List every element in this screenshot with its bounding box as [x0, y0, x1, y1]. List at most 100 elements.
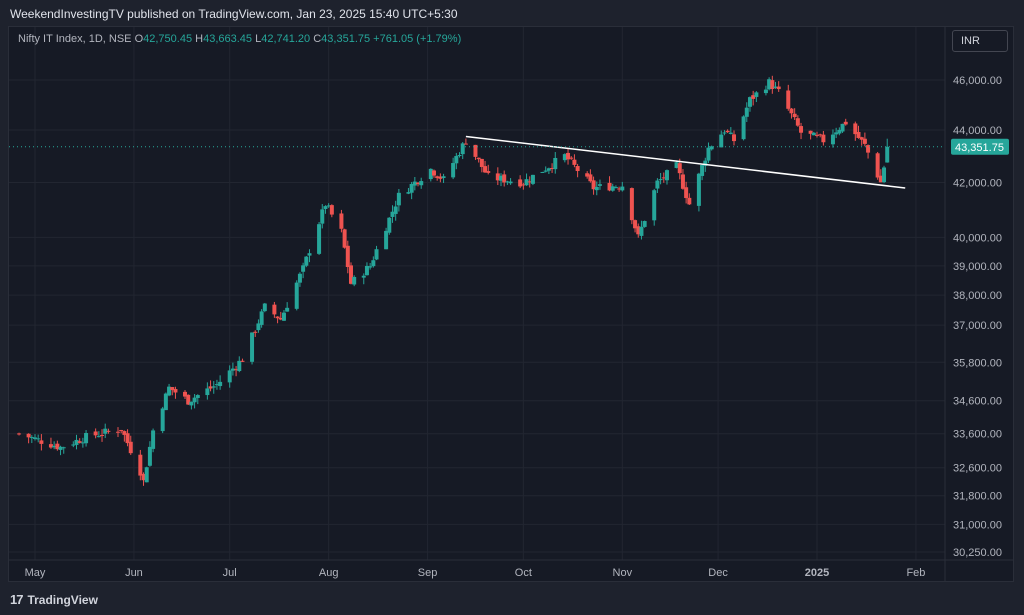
currency-button[interactable]: INR — [952, 30, 1008, 52]
candle-body — [664, 170, 669, 181]
candle-body — [591, 180, 596, 190]
candle-body — [119, 429, 124, 431]
candle-body — [703, 160, 708, 166]
chart-panel[interactable]: 46,000.00 44,000.00 42,000.00 40,000.00 39,0… — [8, 26, 1014, 582]
candle-body — [629, 188, 634, 221]
candle-body — [655, 180, 660, 189]
candle-body — [709, 146, 714, 150]
candle-body — [208, 386, 213, 389]
candle-body — [674, 162, 679, 168]
candle-body — [543, 170, 548, 172]
candle-body — [725, 130, 730, 133]
tradingview-logo[interactable]: 17 TradingView — [10, 592, 98, 607]
candle-body — [128, 441, 133, 454]
candle-body — [620, 186, 625, 191]
candle-body — [262, 303, 267, 312]
open-label: O — [134, 33, 144, 45]
candle-body — [281, 312, 286, 321]
candle-body — [633, 220, 638, 229]
candle-body — [173, 389, 178, 393]
candle-body — [495, 173, 500, 181]
candle-body — [125, 433, 130, 444]
candle-body — [530, 174, 535, 184]
candle-body — [767, 79, 772, 90]
price-chart[interactable]: 46,000.00 44,000.00 42,000.00 40,000.00 39,0… — [9, 27, 1013, 581]
x-tick-label: Jul — [223, 567, 237, 579]
candle-body — [607, 182, 612, 191]
y-tick-label: 46,000.00 — [953, 75, 1002, 87]
x-tick-label: Oct — [515, 567, 532, 579]
x-tick-label: May — [25, 567, 46, 579]
candle-body — [48, 444, 53, 448]
candle-body — [170, 387, 175, 391]
candle-body — [52, 445, 57, 448]
close-label: C — [313, 33, 322, 45]
x-tick-label: Sep — [418, 567, 438, 579]
candle-body — [642, 221, 647, 227]
tradingview-logo-icon: 17 — [10, 592, 24, 607]
candle-body — [285, 307, 290, 312]
candle-body — [147, 446, 152, 466]
candle-body — [364, 265, 369, 276]
candle-body — [818, 134, 823, 136]
candle-body — [840, 123, 845, 132]
candle-body — [438, 176, 443, 179]
candle-body — [406, 192, 411, 194]
candle-body — [361, 275, 366, 278]
trendline — [465, 135, 906, 189]
candle-body — [74, 439, 79, 445]
candle-body — [39, 440, 44, 444]
candle-body — [393, 206, 398, 214]
candle-body — [885, 146, 890, 163]
candle-body — [189, 401, 194, 406]
candle-body — [96, 436, 101, 438]
candle-body — [834, 132, 839, 135]
y-tick-label: 31,800.00 — [953, 491, 1002, 503]
candle-body — [763, 89, 768, 94]
tradingview-logo-text: TradingView — [27, 592, 98, 607]
candle-body — [329, 205, 334, 215]
candle-body — [799, 126, 804, 133]
candle-body — [540, 171, 545, 173]
candle-body — [272, 304, 277, 315]
y-tick-label: 30,250.00 — [953, 547, 1002, 559]
candle-body — [29, 437, 34, 439]
candle-body — [770, 80, 775, 89]
candle-body — [815, 134, 819, 136]
candle-body — [428, 168, 433, 180]
candle-body — [211, 386, 216, 388]
candle-body — [585, 173, 590, 177]
candle-body — [230, 368, 235, 371]
candle-body — [144, 467, 149, 483]
candle-body — [416, 182, 421, 185]
candle-body — [486, 171, 491, 173]
candle-body — [348, 265, 353, 284]
y-tick-label: 32,600.00 — [953, 463, 1002, 475]
candle-body — [256, 323, 261, 331]
close-value: 43,351.75 — [321, 33, 371, 45]
last-price-label: 43,351.75 — [955, 142, 1004, 154]
candle-body — [33, 437, 37, 439]
y-tick-label: 40,000.00 — [953, 232, 1002, 244]
candle-body — [821, 134, 826, 143]
candle-body — [227, 370, 232, 383]
candle-body — [575, 166, 580, 172]
candle-body — [195, 395, 200, 398]
y-tick-label: 44,000.00 — [953, 125, 1002, 137]
candle-body — [345, 245, 350, 268]
candle-body — [566, 152, 571, 160]
candle-body — [639, 226, 644, 236]
candle-body — [460, 143, 465, 155]
open-value: 42,750.45 — [143, 33, 193, 45]
candle-body — [160, 408, 165, 432]
candle-body — [451, 163, 456, 178]
candle-body — [830, 134, 835, 145]
candle-body — [613, 186, 618, 188]
candle-body — [419, 181, 424, 186]
candle-body — [259, 311, 264, 325]
candle-body — [837, 129, 842, 134]
candle-body — [167, 386, 172, 396]
candle-body — [476, 157, 481, 160]
candle-body — [301, 265, 306, 272]
candle-body — [527, 181, 532, 183]
